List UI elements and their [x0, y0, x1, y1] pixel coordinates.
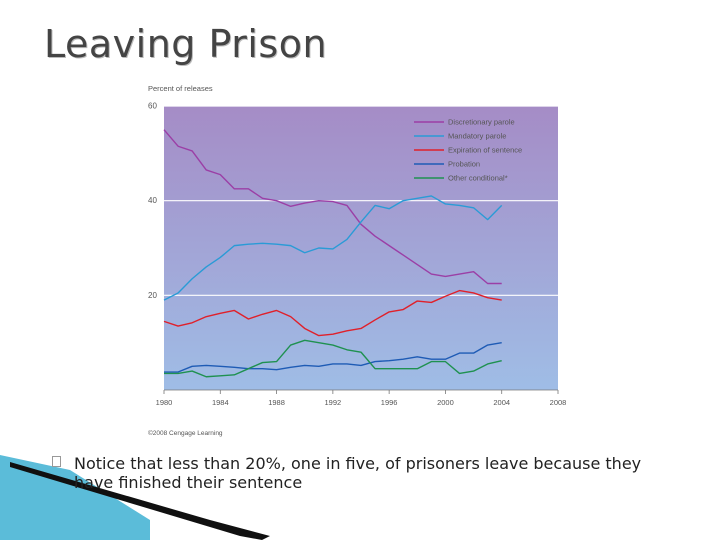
- decoration-dark-stroke: [10, 462, 270, 540]
- legend-label-other: Other conditional*: [448, 174, 508, 183]
- legend-label-mandatory: Mandatory parole: [448, 132, 506, 141]
- decoration-blue-wedge: [0, 455, 150, 540]
- series-line-probation: [164, 341, 502, 373]
- chart-credit: ©2008 Cengage Learning: [148, 429, 223, 437]
- y-tick-label-40: 40: [148, 196, 157, 205]
- x-tick-label-2000: 2000: [437, 398, 454, 407]
- series-line-mandatory: [163, 195, 503, 301]
- x-tick-label-1992: 1992: [325, 398, 342, 407]
- y-axis-label: Percent of releases: [148, 84, 213, 93]
- series-line-other: [164, 339, 502, 378]
- legend-label-discretionary: Discretionary parole: [448, 118, 515, 127]
- series-line-expiration: [163, 289, 502, 337]
- x-tick-label-2004: 2004: [493, 398, 510, 407]
- slide-title: Leaving Prison: [44, 22, 328, 66]
- x-tick-label-1980: 1980: [156, 398, 173, 407]
- plot-background: [164, 106, 558, 390]
- y-tick-label-60: 60: [148, 102, 157, 111]
- series-line-discretionary: [163, 129, 502, 285]
- legend-label-probation: Probation: [448, 160, 480, 169]
- bullet-point: Notice that less than 20%, one in five, …: [52, 454, 656, 492]
- legend-label-expiration: Expiration of sentence: [448, 146, 522, 155]
- x-tick-label-1996: 1996: [381, 398, 398, 407]
- y-tick-label-20: 20: [148, 291, 157, 300]
- x-tick-label-1984: 1984: [212, 398, 229, 407]
- bullet-text: Notice that less than 20%, one in five, …: [74, 454, 642, 492]
- x-tick-label-2008: 2008: [550, 398, 567, 407]
- bullet-marker-icon: [52, 456, 61, 467]
- x-tick-label-1988: 1988: [268, 398, 285, 407]
